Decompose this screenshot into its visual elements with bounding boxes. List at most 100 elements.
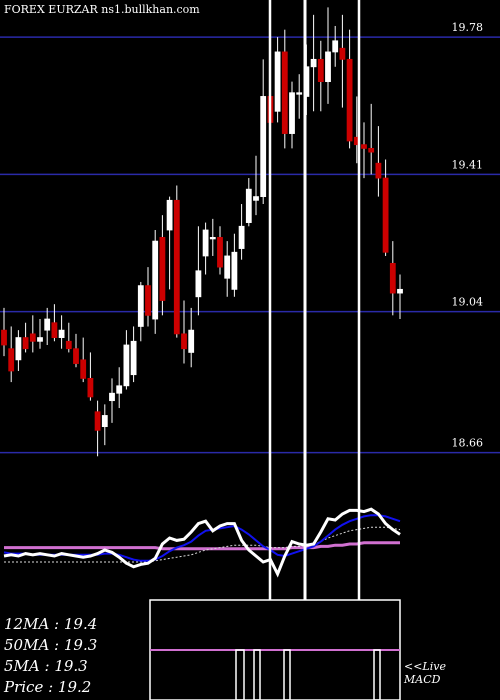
candle-14 [101,404,108,446]
candle-8 [58,315,65,349]
candle-body-0 [1,329,7,346]
candle-40 [289,81,295,149]
candle-body-10 [73,348,79,364]
legend-5ma: 5MA : 19.3 [4,657,88,675]
candle-54 [389,241,396,316]
candle-6 [44,307,51,345]
candle-13 [94,400,101,457]
candle-body-12 [87,377,94,398]
candle-body-40 [289,92,295,134]
candle-body-43 [310,58,317,68]
candle-29 [209,218,216,256]
candle-24 [173,185,180,338]
candle-body-30 [217,237,223,268]
site-label: ns1.bullkhan.com [101,3,200,16]
legend-price: Price : 19.2 [4,678,92,696]
candle-41 [296,74,303,119]
candle-body-21 [152,240,159,320]
indicator-panel [3,507,401,578]
candle-body-54 [389,262,396,294]
candle-body-24 [173,199,180,335]
macd-bar-1 [253,649,261,700]
candle-15 [109,378,115,423]
macd-label: MACD [404,673,441,686]
candle-30 [217,226,223,275]
ma-long-line [4,541,400,551]
candle-55 [397,274,403,320]
candle-body-46 [332,40,339,53]
candle-23 [166,196,173,290]
legend-12ma: 12MA : 19.4 [4,615,98,633]
candle-9 [65,322,72,353]
candle-34 [245,178,252,227]
candle-body-22 [159,237,166,301]
candle-7 [51,304,58,342]
candle-28 [202,222,209,275]
candle-17 [123,330,130,390]
candle-26 [188,307,195,368]
candle-body-51 [368,147,375,153]
candle-body-14 [101,415,108,428]
candle-body-38 [274,51,281,112]
candle-body-53 [382,177,389,253]
candle-10 [73,333,79,368]
candle-body-27 [195,270,202,298]
candle-1 [8,326,15,383]
candle-35 [253,155,259,216]
candle-33 [238,204,245,260]
candle-body-6 [44,318,51,331]
ma-slow-line [4,526,401,563]
candle-body-20 [145,285,151,316]
candle-36 [260,59,267,205]
candle-body-5 [37,337,43,342]
candle-22 [159,215,166,316]
candle-body-9 [65,340,72,350]
candle-body-34 [245,188,252,223]
candle-body-16 [116,385,123,394]
price-line [3,507,401,578]
macd-bar-0 [235,649,245,700]
candle-19 [137,281,144,342]
candle-11 [80,337,87,383]
candle-45 [325,7,331,104]
candle-3 [22,322,29,353]
candle-2 [15,330,22,371]
legend-50ma: 50MA : 19.3 [4,636,98,654]
candle-20 [145,267,151,327]
candle-body-36 [260,96,267,198]
candle-12 [87,352,94,401]
candle-43 [310,14,317,112]
candle-body-31 [224,255,231,279]
candle-18 [130,326,137,383]
candle-44 [317,40,324,112]
candle-body-33 [238,225,245,249]
candle-27 [195,226,202,316]
candle-50 [361,122,367,179]
candle-body-23 [166,199,173,231]
candle-body-1 [8,348,15,372]
candle-body-2 [15,337,22,361]
price-gridlines [0,36,500,454]
candle-body-11 [80,359,87,379]
candle-21 [152,230,159,334]
candle-body-47 [339,47,346,60]
candle-31 [224,241,231,297]
symbol-label: FOREX EURZAR [4,3,98,16]
candle-0 [1,307,7,357]
candle-body-25 [181,333,187,350]
candle-body-8 [58,329,65,338]
y-tick-label-0: 19.78 [452,21,484,34]
candle-52 [375,126,382,197]
candle-body-32 [231,251,238,290]
y-tick-label-3: 18.66 [452,437,484,450]
candle-5 [37,319,43,349]
candle-46 [332,25,339,67]
candle-body-19 [137,285,144,327]
macd-bar-3 [373,649,381,700]
y-tick-label-2: 19.04 [452,296,484,309]
candle-body-44 [317,58,324,83]
candle-body-7 [51,322,58,338]
macd-live-label: <<Live [404,660,446,673]
candlestick-series [1,7,403,457]
